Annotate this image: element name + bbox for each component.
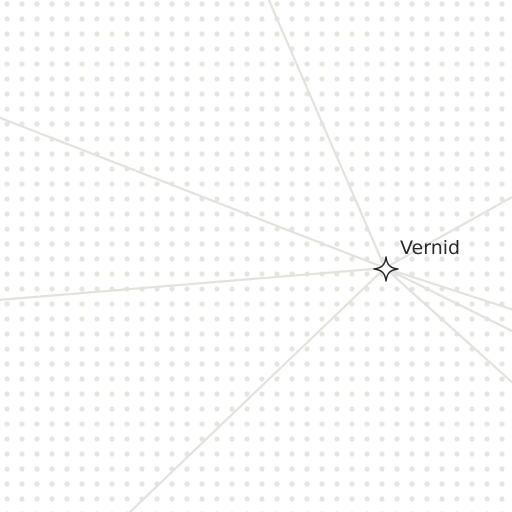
road-line (383, 266, 512, 333)
road-line (383, 266, 512, 384)
road-line (0, 116, 387, 270)
four-point-star-icon (373, 256, 399, 282)
road-line (267, 0, 387, 270)
place-marker[interactable] (373, 256, 399, 282)
road-line (128, 266, 387, 512)
road-line (0, 266, 387, 301)
place-label[interactable]: Vernid (400, 237, 461, 259)
road-line (383, 266, 512, 311)
road-line (383, 195, 512, 270)
